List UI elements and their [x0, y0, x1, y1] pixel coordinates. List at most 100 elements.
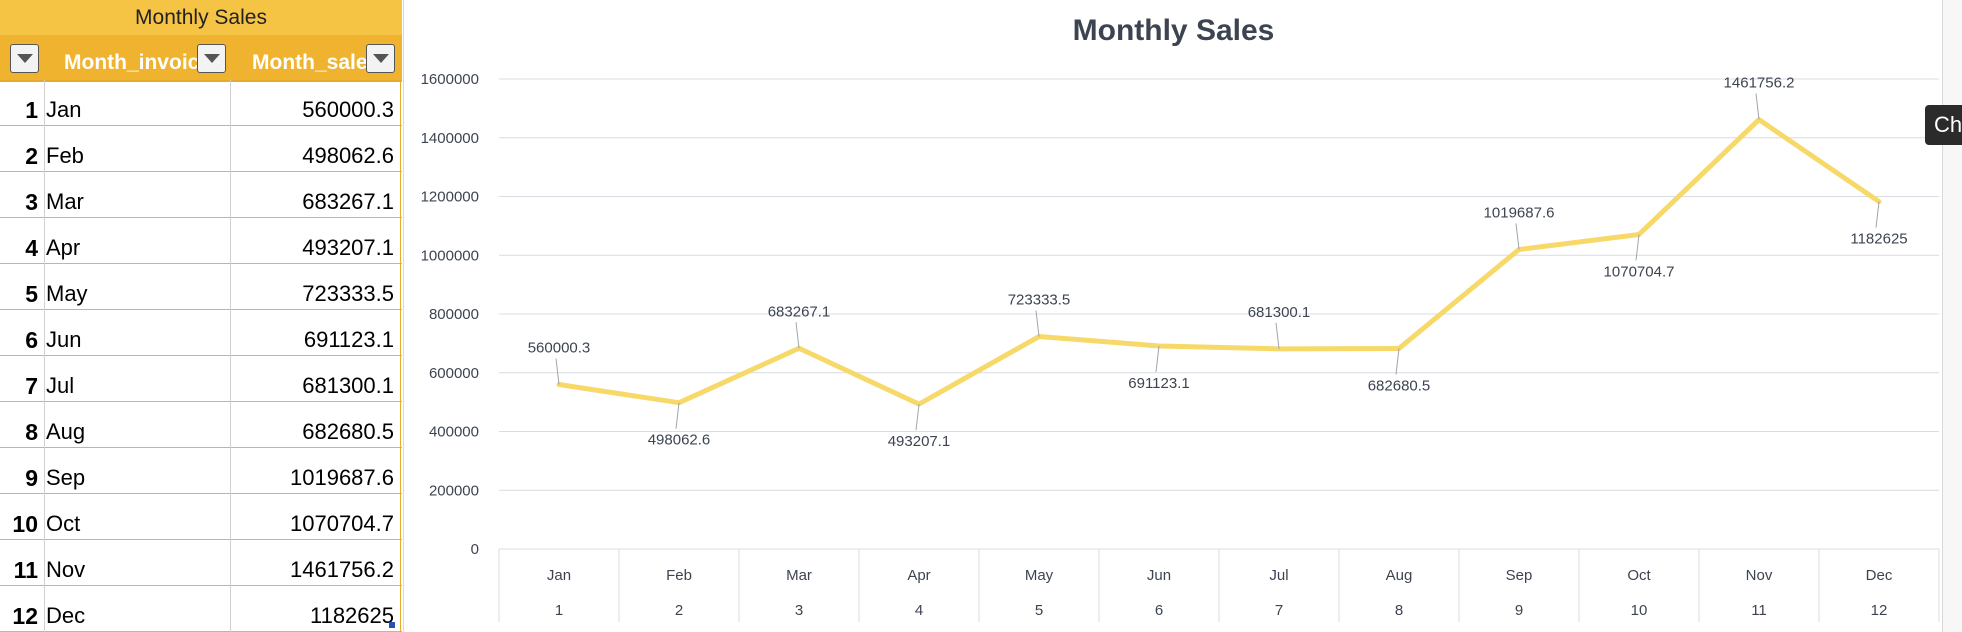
row-index[interactable]: 2	[25, 143, 38, 169]
data-label: 1019687.6	[1484, 204, 1555, 221]
row-index[interactable]: 12	[12, 603, 38, 629]
row-index[interactable]: 9	[25, 465, 38, 491]
sales-cell[interactable]: 493207.1	[302, 235, 394, 260]
sales-cell[interactable]: 1070704.7	[290, 511, 394, 536]
month-cell[interactable]: Dec	[46, 603, 86, 628]
table-row[interactable]: 6 Jun 691123.1	[0, 310, 402, 356]
x-tick-label-secondary: 2	[675, 602, 683, 619]
x-tick-label-secondary: 5	[1035, 602, 1043, 619]
x-tick-label: Apr	[907, 567, 930, 584]
month-cell[interactable]: Mar	[46, 189, 84, 214]
row-index[interactable]: 10	[12, 511, 38, 537]
filter-dropdown-index[interactable]	[10, 44, 39, 73]
month-cell[interactable]: May	[46, 281, 88, 306]
table-header-row: Month_invoic Month_sale	[0, 35, 402, 82]
table-row[interactable]: 10 Oct 1070704.7	[0, 494, 402, 540]
data-label: 1461756.2	[1724, 75, 1795, 92]
month-cell[interactable]: Nov	[46, 557, 86, 582]
header-month-sales[interactable]: Month_sale	[252, 51, 368, 74]
table-row[interactable]: 12 Dec 1182625	[0, 586, 402, 632]
row-index[interactable]: 5	[25, 281, 38, 307]
data-label: 683267.1	[768, 303, 831, 320]
row-index[interactable]: 11	[13, 557, 38, 583]
x-tick-label-secondary: 4	[915, 602, 923, 619]
column-divider	[44, 80, 45, 632]
chart-title: Monthly Sales	[1072, 14, 1275, 47]
row-index[interactable]: 7	[25, 373, 38, 399]
y-tick-label: 800000	[429, 306, 479, 323]
leader-line	[1755, 93, 1760, 120]
right-scroll-strip[interactable]	[1942, 0, 1962, 632]
sales-cell[interactable]: 682680.5	[302, 419, 394, 444]
x-tick-label-secondary: 1	[555, 602, 563, 619]
row-index[interactable]: 1	[25, 97, 38, 123]
line-chart: 0 200000 400000 600000 800000 1000000 1200000 1…	[421, 71, 1940, 622]
x-tick-label-secondary: 9	[1515, 602, 1523, 619]
x-tick-label: Feb	[666, 567, 692, 584]
sales-cell[interactable]: 723333.5	[302, 281, 394, 306]
row-index[interactable]: 6	[25, 327, 38, 353]
sales-cell[interactable]: 560000.3	[302, 97, 394, 122]
chevron-down-icon	[203, 54, 220, 63]
data-label: 498062.6	[648, 432, 711, 449]
x-tick-label-secondary: 8	[1395, 602, 1403, 619]
x-tick-label-secondary: 10	[1631, 602, 1648, 619]
table-row[interactable]: 2 Feb 498062.6	[0, 126, 402, 172]
filter-dropdown-sales[interactable]	[366, 44, 395, 73]
x-tick-label: Oct	[1627, 567, 1651, 584]
leader-line	[1875, 201, 1880, 228]
row-index[interactable]: 4	[25, 235, 38, 261]
data-label: 681300.1	[1248, 304, 1311, 321]
leader-line	[795, 322, 800, 349]
data-label: 723333.5	[1008, 292, 1071, 309]
table-row[interactable]: 4 Apr 493207.1	[0, 218, 402, 264]
chart-side-tab[interactable]: Ch	[1925, 105, 1962, 145]
table-row[interactable]: 9 Sep 1019687.6	[0, 448, 402, 494]
sales-cell[interactable]: 691123.1	[303, 327, 394, 352]
y-tick-label: 1200000	[421, 189, 479, 206]
row-index[interactable]: 8	[25, 419, 38, 445]
leader-line	[1155, 345, 1160, 373]
y-tick-label: 600000	[429, 365, 479, 382]
chevron-down-icon	[372, 54, 389, 63]
chart-area[interactable]: Monthly Sales 0 200000 400000 600000 800000 1…	[403, 0, 1943, 632]
sales-cell[interactable]: 681300.1	[302, 373, 394, 398]
header-month-invoice[interactable]: Month_invoic	[64, 51, 200, 74]
filter-dropdown-month[interactable]	[197, 44, 226, 73]
table-row[interactable]: 3 Mar 683267.1	[0, 172, 402, 218]
data-label: 691123.1	[1128, 375, 1189, 392]
month-cell[interactable]: Aug	[46, 419, 86, 444]
row-index[interactable]: 3	[25, 189, 38, 215]
month-cell[interactable]: Sep	[46, 465, 86, 490]
data-label: 493207.1	[888, 433, 951, 450]
table-resize-handle[interactable]	[389, 622, 395, 628]
sales-cell[interactable]: 1182625	[309, 603, 394, 628]
sales-cell[interactable]: 683267.1	[302, 189, 394, 214]
x-tick-label: Jun	[1147, 567, 1171, 584]
table-row[interactable]: 5 May 723333.5	[0, 264, 402, 310]
month-cell[interactable]: Apr	[46, 235, 81, 260]
table-row[interactable]: 11 Nov 1461756.2	[0, 540, 402, 586]
data-label: 1182625	[1850, 231, 1907, 248]
leader-line	[915, 404, 920, 431]
month-cell[interactable]: Jun	[46, 327, 82, 352]
table-row[interactable]: 8 Aug 682680.5	[0, 402, 402, 448]
leader-line	[1515, 223, 1520, 250]
y-tick-label: 1400000	[421, 130, 479, 147]
x-tick-label: May	[1025, 567, 1054, 584]
table-row[interactable]: 1 Jan 560000.3	[0, 80, 402, 126]
sales-cell[interactable]: 1461756.2	[290, 557, 394, 582]
x-tick-label-secondary: 3	[795, 602, 803, 619]
y-tick-label: 1600000	[421, 71, 479, 88]
table-row[interactable]: 7 Jul 681300.1	[0, 356, 402, 402]
month-cell[interactable]: Feb	[46, 143, 84, 168]
month-cell[interactable]: Jul	[46, 373, 75, 398]
sales-cell[interactable]: 498062.6	[302, 143, 394, 168]
x-tick-label-secondary: 12	[1871, 602, 1888, 619]
sales-cell[interactable]: 1019687.6	[290, 465, 394, 490]
month-cell[interactable]: Jan	[46, 97, 82, 122]
y-tick-label: 1000000	[421, 247, 479, 264]
leader-line	[1395, 348, 1400, 375]
x-tick-label-secondary: 7	[1275, 602, 1283, 619]
month-cell[interactable]: Oct	[46, 511, 81, 536]
